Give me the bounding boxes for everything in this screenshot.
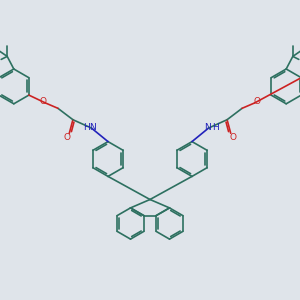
- Text: H: H: [212, 123, 218, 132]
- Text: O: O: [254, 97, 261, 106]
- Text: N: N: [204, 123, 211, 132]
- Text: O: O: [64, 133, 71, 142]
- Text: O: O: [39, 97, 46, 106]
- Text: H: H: [83, 123, 89, 132]
- Text: N: N: [89, 123, 96, 132]
- Text: O: O: [229, 133, 236, 142]
